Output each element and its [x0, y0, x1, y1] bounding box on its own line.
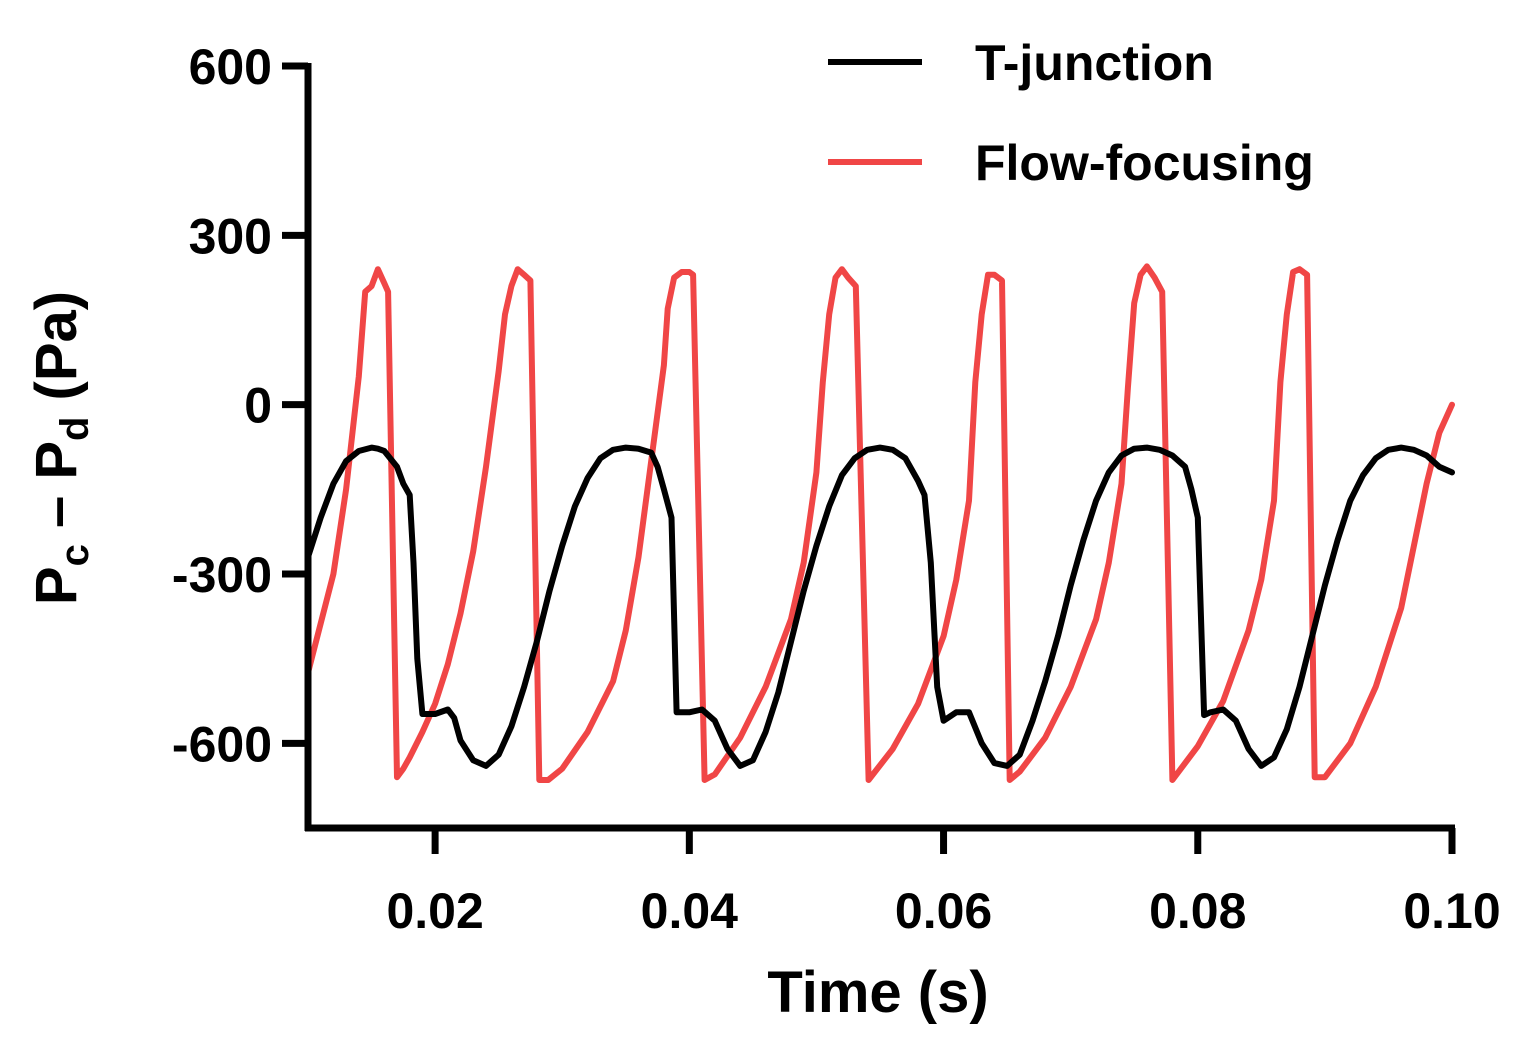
plot-lines	[305, 263, 1455, 783]
y-tick-label: 0	[244, 378, 272, 434]
y-axis-title: Pc – Pd (Pa)	[24, 291, 97, 605]
y-axis-title-subscript: c	[53, 544, 97, 566]
y-tick-label: -600	[172, 716, 272, 772]
x-tick-label: 0.10	[1403, 883, 1500, 939]
x-tick-label: 0.04	[641, 883, 739, 939]
x-tick-label: 0.02	[386, 883, 483, 939]
y-axis-title-part: – P	[24, 441, 89, 544]
x-tick-label: 0.08	[1149, 883, 1246, 939]
axes: 600 300 0 -300 -600 0.02 0.04 0.06 0.08 0.10	[172, 39, 1501, 939]
y-tick-label: 600	[189, 39, 272, 95]
y-tick-label: 300	[189, 208, 272, 264]
series-line-flow-focusing	[305, 263, 1455, 783]
legend-label: Flow-focusing	[975, 135, 1314, 191]
y-axis-title-part: (Pa)	[24, 291, 89, 417]
y-tick-label: -300	[172, 547, 272, 603]
series-line-t-junction	[305, 444, 1455, 769]
y-axis-title-subscript: d	[53, 417, 97, 441]
y-axis-title-part: P	[24, 566, 89, 605]
y-ticks: 600 300 0 -300 -600	[172, 39, 308, 772]
legend-label: T-junction	[975, 35, 1214, 91]
legend: T-junction Flow-focusing	[828, 35, 1314, 191]
x-axis-title: Time (s)	[767, 960, 988, 1025]
x-tick-label: 0.06	[895, 883, 992, 939]
x-ticks: 0.02 0.04 0.06 0.08 0.10	[386, 828, 1501, 939]
